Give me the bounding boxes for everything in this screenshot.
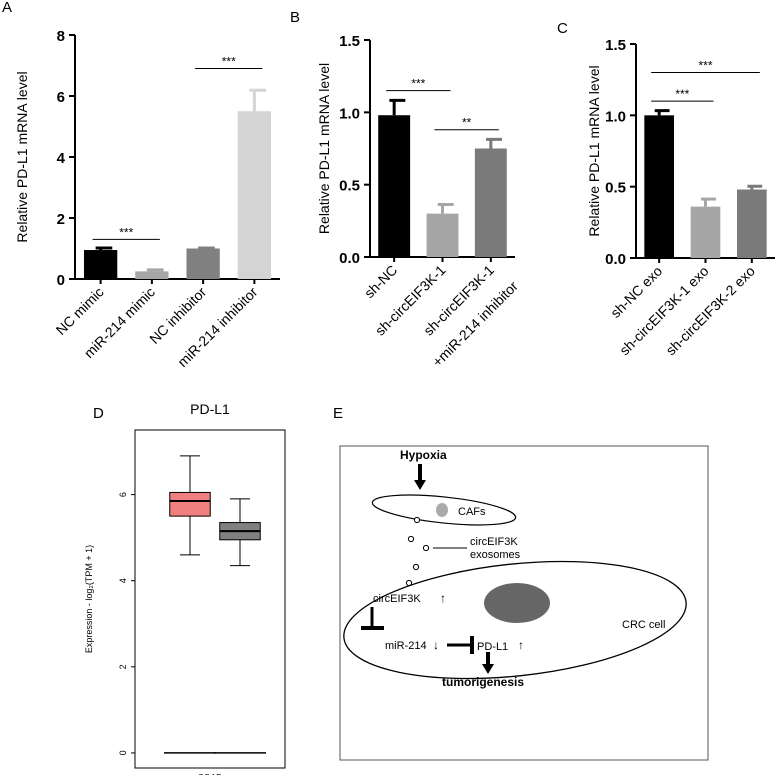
bar — [690, 206, 721, 258]
panel-label: D — [93, 405, 104, 422]
bar — [237, 111, 272, 279]
y-tick-label: 1.0 — [605, 108, 626, 125]
y-tick-label: 1.5 — [339, 33, 360, 50]
y-tick-label: 0.5 — [605, 180, 626, 197]
bar — [135, 271, 169, 279]
box — [169, 491, 211, 517]
y-tick-label: 2 — [118, 664, 128, 669]
y-tick-label: 0 — [57, 272, 65, 289]
significance-label: ** — [462, 116, 472, 130]
exosome-label: exosomes — [470, 549, 521, 561]
y-axis-label: Relative PD-L1 mRNA level — [316, 63, 332, 234]
y-tick-label: 8 — [57, 28, 65, 45]
significance-label: *** — [411, 77, 425, 91]
y-tick-label: 4 — [118, 578, 128, 583]
caf-nucleus — [436, 503, 448, 517]
y-tick-label: 0.5 — [339, 178, 360, 195]
y-tick-label: 4 — [57, 150, 66, 167]
y-tick-label: 1.5 — [605, 37, 626, 54]
crc-label: CRC cell — [622, 619, 665, 631]
y-tick-label: 6 — [57, 89, 65, 106]
hypoxia: Hypoxia — [400, 448, 447, 462]
exosome-label: circEIF3K — [470, 536, 518, 548]
circ-label: circEIF3K — [373, 593, 421, 605]
y-tick-label: 0.0 — [605, 251, 626, 268]
caf-cell — [371, 494, 517, 526]
y-axis-label: Expression - log₂(TPM + 1) — [84, 545, 94, 653]
bar — [83, 250, 118, 279]
pdl1-label: PD-L1 — [477, 641, 508, 653]
bar — [474, 148, 507, 257]
significance-label: *** — [675, 87, 689, 101]
panel-label: C — [557, 20, 568, 37]
arrow-head — [414, 480, 426, 490]
bar — [644, 115, 674, 258]
significance-label: *** — [698, 59, 712, 73]
x-tick-label: NC mimic — [53, 284, 107, 338]
diagram: E Hypoxia CAFs circEIF3K exosomes CRC ce… — [333, 405, 709, 761]
arrow-head — [482, 664, 494, 674]
exosomes — [405, 516, 430, 587]
bar — [378, 115, 411, 257]
y-axis-label: Relative PD-L1 mRNA level — [14, 71, 30, 242]
y-tick-label: 0.0 — [339, 250, 360, 267]
x-axis-label: COAD — [198, 772, 223, 775]
panel-label: E — [333, 405, 343, 422]
bar — [737, 189, 767, 258]
mir-label: miR-214 — [385, 640, 427, 652]
panel-label: B — [290, 9, 300, 26]
significance-label: *** — [119, 225, 133, 239]
y-axis-label: Relative PD-L1 mRNA level — [586, 65, 602, 236]
y-tick-label: 0 — [118, 750, 128, 755]
x-tick-label: sh-circEIF3K-2 exo — [662, 263, 758, 359]
cafs-label: CAFs — [458, 506, 486, 518]
x-tick-label: sh-NC — [361, 262, 400, 301]
y-tick-label: 6 — [118, 492, 128, 497]
diagram-frame — [339, 445, 709, 761]
crc-cell — [343, 560, 687, 680]
down-arrow: ↓ — [433, 638, 439, 652]
chart-title: PD-L1 — [190, 401, 230, 417]
panel-label: A — [2, 0, 12, 16]
crc-nucleus — [484, 583, 550, 623]
x-tick-label: sh-circEIF3K-1 exo — [616, 263, 712, 359]
tumor-label: tumorigenesis — [442, 675, 524, 689]
plot-frame — [134, 429, 286, 769]
y-tick-label: 1.0 — [339, 105, 360, 122]
bar — [186, 248, 220, 279]
up-arrow: ↑ — [440, 591, 446, 605]
y-tick-label: 2 — [57, 211, 65, 228]
up-arrow: ↑ — [518, 638, 524, 652]
bar — [426, 213, 459, 257]
significance-label: *** — [222, 55, 236, 69]
